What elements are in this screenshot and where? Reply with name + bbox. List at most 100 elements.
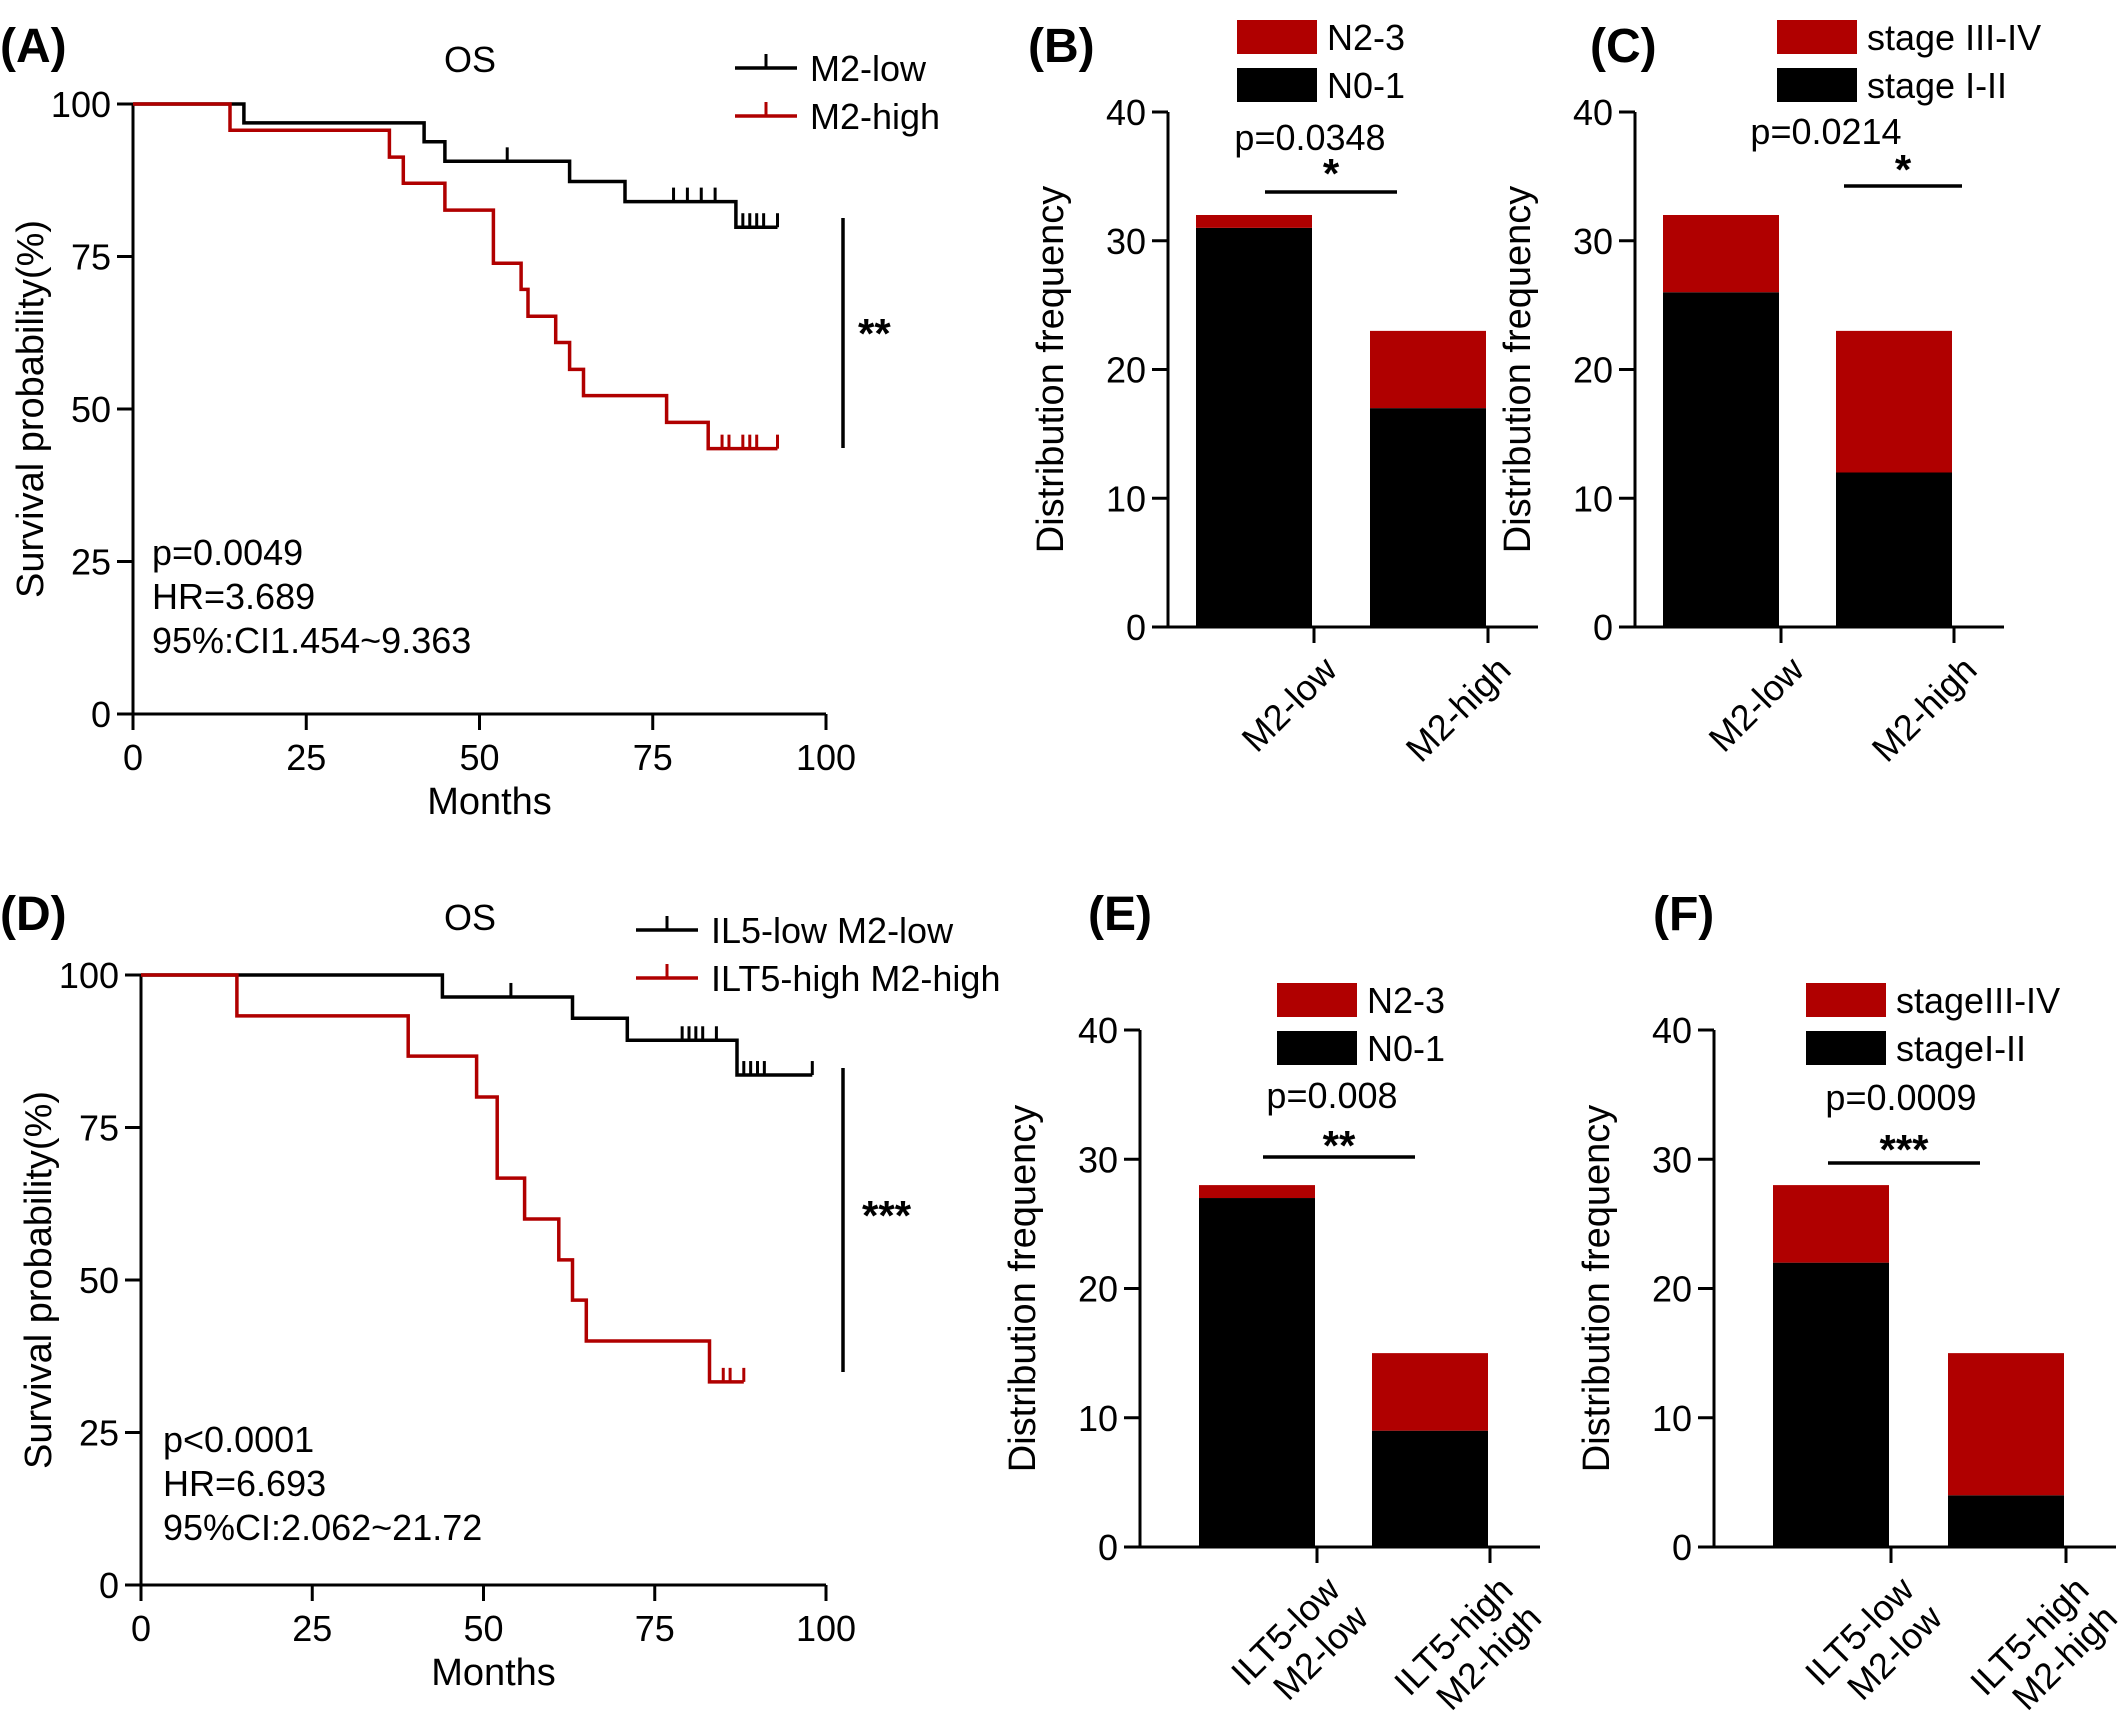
x-tick-label: 0 [131,1608,151,1649]
panel-d: (D) 0 25 50 75 100 0 25 50 75 100 Months Survival pr… [0,888,1000,1694]
panel-c: (C) 0 10 20 30 40 M2-low M2-high Distribution fr… [1497,17,2041,770]
bar-lower-segment [1836,472,1952,627]
y-tick-label: 0 [1098,1527,1118,1568]
y-tick-label: 20 [1652,1269,1692,1310]
bar-lower-segment [1196,227,1312,627]
x-category-label: M2-low [1234,648,1346,760]
bar-lower-segment [1370,408,1486,627]
y-tick-label: 0 [1593,607,1613,648]
bar-lower-segment [1948,1495,2064,1547]
y-tick-label: 50 [71,389,111,430]
stat-text: p<0.0001 [163,1419,314,1460]
legend-swatch [1237,20,1317,54]
legend-label: stageIII-IV [1896,980,2060,1021]
stat-text: 95%:CI1.454~9.363 [152,620,471,661]
x-category-label-line: M2-low [1234,648,1346,760]
x-tick-label: 50 [459,737,499,778]
y-axis-title: Distribution frequency [1497,186,1539,554]
x-tick-label: 100 [796,737,856,778]
stat-text: p=0.0049 [152,532,303,573]
p-value: p=0.008 [1266,1075,1397,1116]
y-tick-label: 20 [1573,350,1613,391]
x-tick-label: 0 [123,737,143,778]
legend-label: N2-3 [1327,17,1405,58]
x-category-label-line: M2-high [1398,649,1519,770]
y-tick-label: 30 [1652,1139,1692,1180]
panel-label: (D) [0,888,67,941]
stat-text: 95%CI:2.062~21.72 [163,1507,482,1548]
bar-lower-segment [1199,1198,1315,1547]
legend-label: IL5-low M2-low [711,910,954,951]
x-category-label: M2-high [1864,649,1985,770]
y-tick-label: 75 [71,237,111,278]
significance-stars: * [1323,150,1340,197]
y-tick-label: 75 [79,1108,119,1149]
legend-label: N0-1 [1367,1028,1445,1069]
chart-title: OS [444,897,496,938]
x-category-label: M2-high [1398,649,1519,770]
x-tick-label: 75 [633,737,673,778]
legend-swatch [1277,1031,1357,1065]
y-axis-title: Distribution frequency [1002,1105,1044,1473]
panel-label: (C) [1590,20,1657,73]
y-tick-label: 10 [1652,1398,1692,1439]
y-tick-label: 40 [1106,92,1146,133]
significance-stars: ** [858,310,891,357]
x-category-label-line: M2-high [1864,649,1985,770]
y-tick-label: 40 [1652,1010,1692,1051]
y-tick-label: 20 [1106,350,1146,391]
panel-label: (F) [1653,888,1714,941]
legend-label: M2-low [810,48,927,89]
y-tick-label: 10 [1106,478,1146,519]
series-line-high [133,102,778,451]
legend-label: stage III-IV [1867,17,2041,58]
x-category-label-line: M2-low [1701,648,1813,760]
y-axis-title: Distribution frequency [1030,186,1072,554]
legend-swatch [1277,983,1357,1017]
y-tick-label: 30 [1106,221,1146,262]
legend-label: M2-high [810,96,940,137]
x-tick-label: 50 [463,1608,503,1649]
bar-lower-segment [1773,1262,1889,1547]
legend-swatch [1777,20,1857,54]
stat-text: HR=6.693 [163,1463,326,1504]
x-tick-label: 25 [292,1608,332,1649]
bar-upper-segment [1773,1185,1889,1263]
bar-upper-segment [1199,1185,1315,1199]
y-tick-label: 40 [1573,92,1613,133]
significance-stars: ** [1323,1122,1356,1169]
y-tick-label: 0 [99,1565,119,1606]
bar-lower-segment [1372,1430,1488,1547]
p-value: p=0.0009 [1825,1077,1976,1118]
bar-upper-segment [1948,1353,2064,1496]
x-tick-label: 75 [635,1608,675,1649]
bar-upper-segment [1370,330,1486,409]
y-tick-label: 40 [1078,1010,1118,1051]
y-tick-label: 100 [51,84,111,125]
bar-upper-segment [1372,1353,1488,1431]
y-axis-title: Survival probability(%) [18,1091,60,1469]
legend-label: stageI-II [1896,1028,2026,1069]
y-tick-label: 10 [1078,1398,1118,1439]
x-axis-title: Months [431,1652,556,1694]
panel-a: (A) 0 25 50 75 100 0 25 50 75 100 Months Survival pr… [0,20,940,823]
x-tick-label: 25 [286,737,326,778]
p-value: p=0.0214 [1750,111,1901,152]
x-tick-label: 100 [796,1608,856,1649]
bar-lower-segment [1663,292,1779,627]
panel-label: (A) [0,20,67,73]
y-tick-label: 0 [91,694,111,735]
x-category-label: M2-low [1701,648,1813,760]
y-tick-label: 100 [59,955,119,996]
bar-upper-segment [1836,330,1952,473]
y-tick-label: 20 [1078,1269,1118,1310]
panel-label: (E) [1088,888,1152,941]
y-tick-label: 25 [79,1413,119,1454]
